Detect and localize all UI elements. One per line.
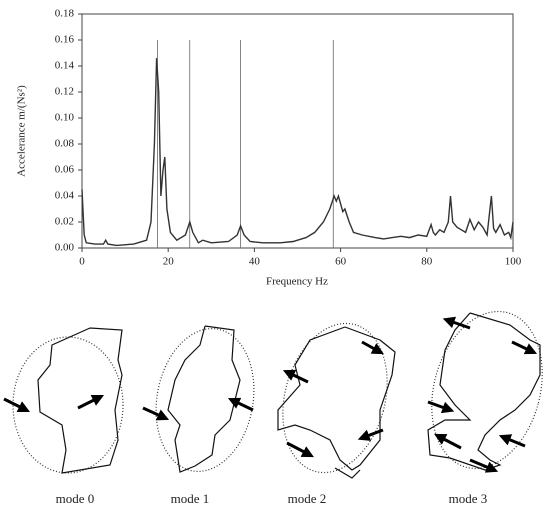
y-tick-label: 0.10 bbox=[55, 112, 75, 124]
y-tick-label: 0.08 bbox=[55, 138, 75, 150]
mode-3-shape bbox=[427, 310, 543, 473]
y-axis-label: Accelerance m/(Ns²) bbox=[16, 85, 28, 177]
mode-label: mode 3 bbox=[449, 491, 488, 506]
mode-label: mode 0 bbox=[56, 491, 95, 506]
y-tick-label: 0.12 bbox=[55, 86, 74, 98]
y-tick-label: 0.16 bbox=[55, 34, 75, 46]
y-tick-label: 0.06 bbox=[55, 164, 75, 176]
mode-1-shape bbox=[142, 325, 255, 473]
x-axis-label: Frequency Hz bbox=[266, 276, 328, 288]
x-tick-label: 0 bbox=[79, 256, 85, 268]
x-tick-label: 100 bbox=[505, 256, 522, 268]
x-tick-label: 60 bbox=[335, 256, 347, 268]
mode-0-shape bbox=[3, 327, 124, 474]
x-tick-label: 20 bbox=[163, 256, 175, 268]
mode-label: mode 1 bbox=[171, 491, 210, 506]
y-tick-label: 0.04 bbox=[55, 190, 75, 202]
mode-label: mode 2 bbox=[288, 491, 327, 506]
response-line bbox=[81, 58, 514, 247]
plot-frame bbox=[81, 13, 514, 249]
x-tick-label: 40 bbox=[249, 256, 261, 268]
y-tick-label: 0.18 bbox=[55, 8, 75, 20]
y-tick-label: 0.14 bbox=[55, 60, 75, 72]
x-tick-label: 80 bbox=[421, 256, 433, 268]
y-tick-label: 0.02 bbox=[55, 216, 74, 228]
mode-2-shape bbox=[277, 322, 396, 479]
y-tick-label: 0.00 bbox=[55, 242, 75, 254]
